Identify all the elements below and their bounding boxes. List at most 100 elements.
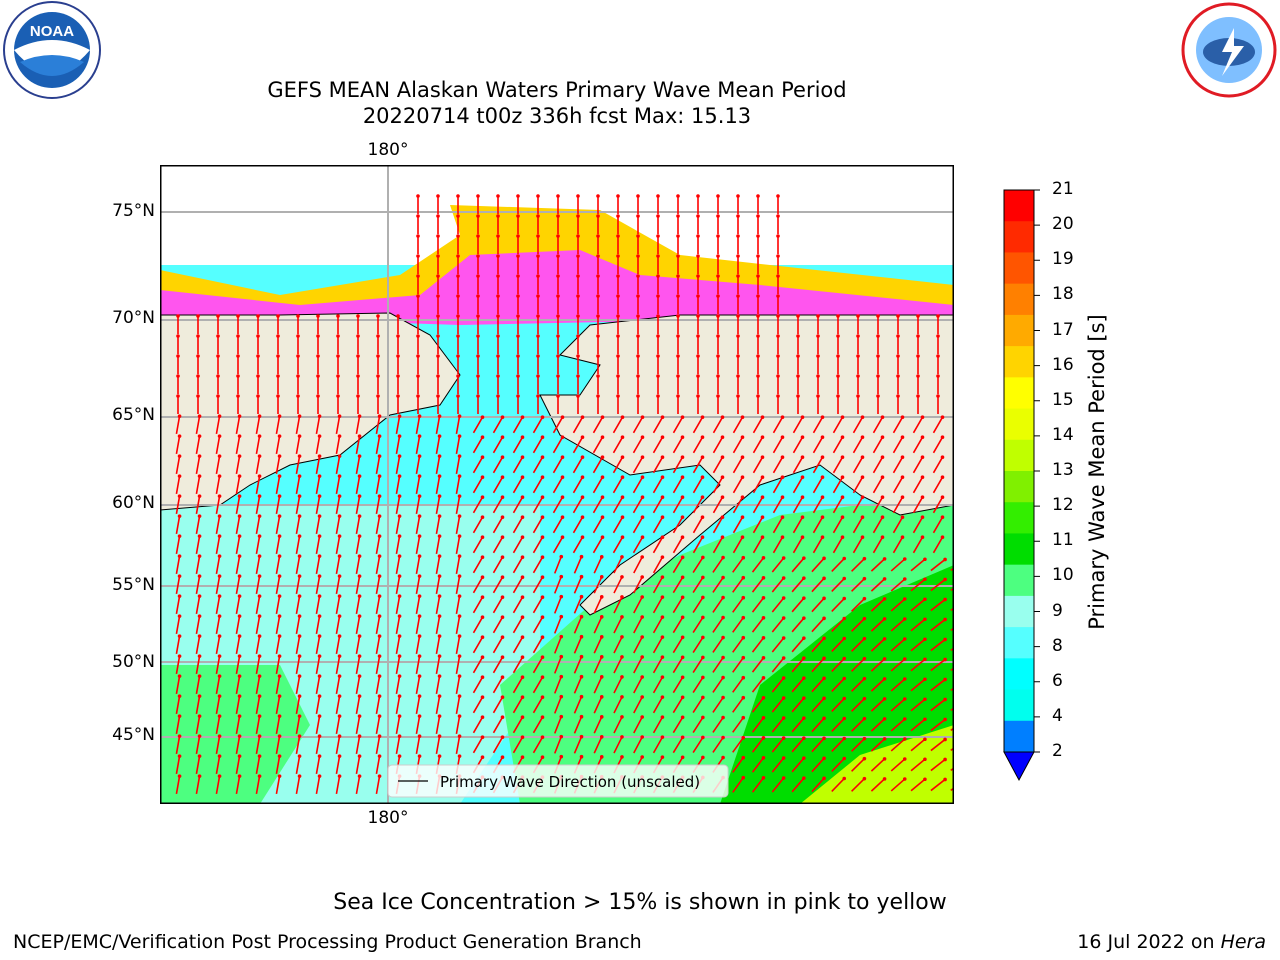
wave-arrow: [932, 416, 944, 434]
wave-arrow-head: [480, 475, 485, 480]
wave-arrow: [455, 615, 461, 635]
footer-date: 16 Jul 2022 on: [1077, 931, 1221, 953]
wave-arrow: [472, 656, 484, 674]
wave-arrow-head: [417, 734, 422, 738]
wave-arrow-head: [943, 637, 947, 642]
wave-arrow-head: [923, 697, 927, 702]
wave-arrow: [235, 515, 241, 535]
lat-label-50: 50°N: [112, 652, 155, 672]
wave-arrow-head: [337, 534, 342, 538]
wave-arrow-head: [217, 554, 222, 558]
wave-arrow: [455, 535, 461, 555]
wave-arrow: [552, 536, 564, 554]
wave-arrow: [890, 578, 906, 592]
wave-arrow: [275, 735, 281, 755]
wave-arrow-head: [701, 715, 705, 720]
wave-arrow: [732, 637, 744, 653]
wave-arrow-head: [696, 334, 700, 338]
wave-arrow: [492, 656, 504, 674]
wave-arrow-head: [277, 574, 282, 578]
wave-arrow-head: [377, 514, 382, 518]
wave-arrow-head: [397, 694, 402, 698]
wave-arrow: [910, 698, 926, 712]
wave-arrow-head: [197, 654, 202, 658]
wave-arrow: [712, 536, 724, 554]
wave-arrow-head: [337, 614, 342, 618]
wave-arrow: [472, 676, 484, 694]
wave-arrow: [295, 575, 301, 595]
wave-arrow: [415, 435, 421, 455]
wave-arrow-head: [217, 434, 222, 438]
wave-arrow-head: [337, 414, 342, 418]
wave-arrow-head: [237, 754, 242, 758]
wave-arrow-head: [317, 714, 322, 718]
wave-arrow-head: [696, 234, 700, 238]
wave-arrow-head: [397, 574, 402, 578]
wave-arrow-head: [177, 474, 182, 478]
wave-arrow: [315, 535, 321, 555]
wave-arrow-head: [520, 635, 525, 640]
wave-arrow-head: [457, 454, 462, 458]
colorbar-tick-label: 13: [1052, 460, 1074, 480]
wave-arrow-head: [680, 455, 685, 460]
wave-arrow-head: [417, 694, 422, 698]
wave-arrow-head: [896, 394, 900, 398]
wave-arrow-head: [500, 575, 505, 580]
colorbar-segment: [1004, 377, 1034, 410]
wave-arrow: [375, 535, 381, 555]
wave-arrow-head: [496, 194, 500, 198]
wave-arrow: [532, 616, 544, 634]
wave-arrow: [672, 416, 684, 434]
wave-arrow: [335, 655, 341, 675]
wave-arrow: [633, 596, 643, 614]
wave-arrow: [811, 757, 825, 773]
colorbar-tick-label: 2: [1052, 741, 1063, 761]
wave-arrow-head: [856, 394, 860, 398]
wave-arrow-head: [316, 394, 320, 398]
wave-arrow: [912, 536, 924, 554]
wave-arrow-head: [516, 194, 520, 198]
wave-arrow: [532, 516, 544, 534]
wave-arrow-head: [720, 515, 725, 520]
wave-arrow-head: [500, 535, 505, 540]
wave-arrow-head: [802, 596, 806, 600]
wave-arrow-head: [480, 635, 485, 640]
wave-arrow-head: [257, 494, 262, 498]
wave-arrow: [275, 555, 281, 575]
wave-arrow-head: [197, 494, 202, 498]
wave-arrow-head: [836, 334, 840, 338]
wave-arrow-head: [802, 696, 806, 700]
wave-arrow: [890, 758, 906, 772]
wave-arrow: [752, 436, 764, 454]
wave-arrow: [215, 495, 221, 515]
wave-arrow-head: [656, 354, 660, 358]
wave-arrow-head: [257, 454, 262, 458]
wave-arrow-head: [599, 595, 604, 599]
wave-arrow: [592, 436, 604, 454]
wave-arrow-head: [660, 495, 665, 500]
wave-arrow-head: [741, 615, 746, 620]
wave-arrow: [732, 657, 744, 673]
wave-arrow-head: [636, 334, 640, 338]
wave-arrow-head: [277, 714, 282, 718]
wave-arrow: [613, 736, 623, 754]
wave-arrow-head: [356, 334, 360, 338]
wave-arrow-head: [456, 214, 460, 218]
wave-arrow-head: [437, 734, 442, 738]
wave-arrow-head: [616, 294, 620, 298]
wave-arrow: [395, 515, 401, 535]
wave-arrow: [852, 476, 864, 494]
wave-arrow-head: [943, 597, 947, 602]
wave-arrow-head: [376, 334, 380, 338]
wave-arrow-head: [257, 474, 262, 478]
wave-arrow-head: [237, 454, 242, 458]
wave-arrow: [832, 536, 844, 554]
chart-title: GEFS MEAN Alaskan Waters Primary Wave Me…: [267, 78, 847, 102]
wave-arrow-head: [776, 394, 780, 398]
wave-arrow: [455, 655, 461, 675]
wave-arrow: [912, 476, 924, 494]
wave-arrow-head: [559, 694, 564, 699]
wave-arrow: [532, 456, 544, 474]
wave-arrow-head: [256, 374, 260, 378]
wave-arrow: [652, 536, 664, 554]
